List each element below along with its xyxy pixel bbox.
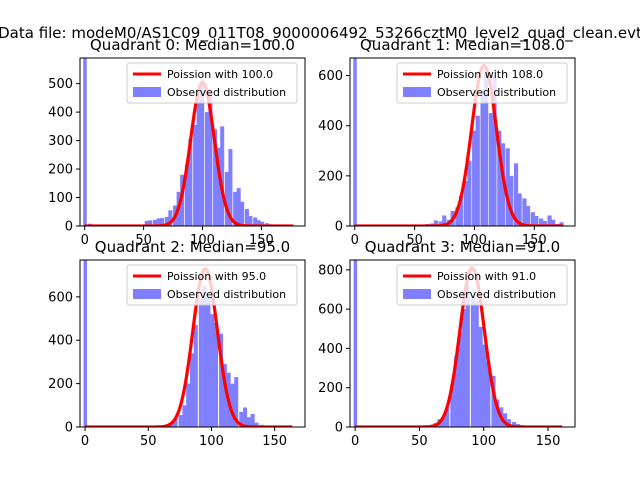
quadrant-panel-3: 0 50 100 150 0 200 400 600 800 Quadrant 3: Median… [318, 238, 575, 449]
quadrant-panel-2: 0 50 100 150 0 200 400 600 Quadrant 2: Median=95… [48, 238, 305, 449]
x-tick-label: 100 [471, 434, 496, 449]
hist-bar [206, 297, 210, 427]
y-tick-label: 200 [48, 377, 73, 392]
hist-bar [531, 212, 535, 226]
hist-bar-spike [353, 58, 357, 226]
hist-bar [182, 405, 186, 427]
y-tick-label: 600 [318, 303, 343, 318]
legend-bar-swatch [133, 289, 161, 299]
legend-bar-label: Observed distribution [167, 288, 286, 301]
y-tick-label: 0 [335, 421, 343, 436]
hist-bar [251, 414, 255, 427]
hist-bar [193, 125, 197, 226]
hist-bar [466, 286, 470, 427]
y-tick-label: 400 [318, 342, 343, 357]
x-tick-label: 150 [536, 434, 561, 449]
legend-bar-label: Observed distribution [437, 288, 556, 301]
hist-bar [472, 131, 476, 226]
legend-bar-swatch [403, 87, 431, 97]
legend: Poission with 108.0 Observed distribution [397, 63, 567, 103]
hist-bar [194, 325, 198, 427]
panel-title: Quadrant 0: Median=100.0 [90, 36, 295, 54]
legend-line-label: Poission with 100.0 [167, 68, 273, 81]
hist-bar [476, 116, 480, 226]
panel-title: Quadrant 1: Median=108.0 [360, 36, 565, 54]
y-tick-label: 0 [65, 220, 73, 235]
panel-title: Quadrant 2: Median=95.0 [95, 238, 290, 256]
x-tick-label: 0 [351, 233, 359, 248]
hist-bar [199, 299, 203, 427]
y-tick-label: 100 [48, 191, 73, 206]
hist-bar [186, 384, 190, 427]
legend-line-label: Poission with 95.0 [167, 270, 266, 283]
x-tick-label: 0 [81, 434, 89, 449]
y-tick-label: 800 [318, 263, 343, 278]
hist-bar [480, 91, 484, 226]
hist-bar [190, 353, 194, 427]
hist-bar [479, 327, 483, 427]
x-tick-label: 0 [351, 434, 359, 449]
hist-bar [467, 161, 471, 226]
hist-bar [203, 286, 207, 427]
y-tick-label: 400 [318, 119, 343, 134]
y-tick-label: 300 [48, 134, 73, 149]
y-tick-label: 200 [318, 169, 343, 184]
legend-bar-swatch [403, 289, 431, 299]
panel-title: Quadrant 3: Median=91.0 [365, 238, 560, 256]
hist-bar [462, 309, 466, 427]
hist-bar [210, 314, 214, 427]
hist-bar-spike [84, 260, 88, 427]
hist-bar-spike [354, 260, 358, 427]
hist-bar [245, 209, 249, 226]
hist-bar-spike [83, 58, 87, 226]
hist-bar [475, 301, 479, 427]
y-tick-label: 500 [48, 77, 73, 92]
hist-bar [489, 113, 493, 226]
y-tick-label: 600 [318, 69, 343, 84]
hist-bar [237, 188, 241, 226]
hist-bar [482, 344, 486, 427]
y-tick-label: 200 [48, 163, 73, 178]
y-tick-label: 0 [65, 421, 73, 436]
legend-line-label: Poission with 91.0 [437, 270, 536, 283]
legend-line-label: Poission with 108.0 [437, 68, 543, 81]
legend: Poission with 91.0 Observed distribution [397, 265, 567, 305]
y-tick-label: 200 [318, 381, 343, 396]
hist-bar [197, 96, 201, 226]
hist-bar [522, 198, 526, 226]
y-tick-label: 600 [48, 290, 73, 305]
x-tick-label: 0 [81, 233, 89, 248]
x-tick-label: 50 [140, 434, 157, 449]
legend-bar-label: Observed distribution [167, 86, 286, 99]
hist-bar [240, 202, 244, 226]
hist-bar [526, 206, 530, 226]
x-tick-label: 50 [411, 434, 428, 449]
hist-bar [205, 112, 209, 226]
legend: Poission with 100.0 Observed distribution [127, 63, 297, 103]
legend: Poission with 95.0 Observed distribution [127, 265, 297, 305]
y-tick-label: 400 [48, 334, 73, 349]
y-tick-label: 0 [335, 220, 343, 235]
hist-bar [471, 297, 475, 427]
y-tick-label: 400 [48, 106, 73, 121]
hist-bar [179, 415, 183, 427]
hist-bar [200, 84, 204, 226]
legend-bar-label: Observed distribution [437, 86, 556, 99]
x-tick-label: 100 [199, 434, 224, 449]
legend-bar-swatch [133, 87, 161, 97]
x-tick-label: 150 [262, 434, 287, 449]
